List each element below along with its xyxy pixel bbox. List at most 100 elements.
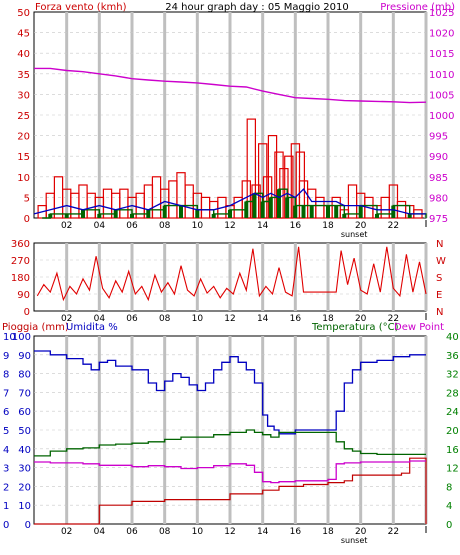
pressure-line <box>34 67 427 104</box>
humidity-tick-label-30: 30 <box>18 464 31 475</box>
avg-wind-bar <box>97 213 102 218</box>
x-tick-label-04: 04 <box>94 527 106 537</box>
avg-wind-bar <box>130 213 134 218</box>
x-tick-label-20: 20 <box>355 221 367 231</box>
dew-point-line <box>34 460 426 484</box>
x-tick-label-16: 16 <box>290 314 302 324</box>
rain-tick-label-6: 6 <box>3 407 9 418</box>
pressure-tick-label-985: 985 <box>429 173 448 184</box>
avg-wind-bar <box>285 197 290 218</box>
rain-humidity-temp-panel <box>33 335 428 525</box>
avg-wind-bar <box>179 205 183 218</box>
avg-wind-bar <box>375 213 379 218</box>
avg-wind-bar <box>342 213 347 218</box>
temperature-tick-label-32: 32 <box>446 370 459 381</box>
pressure-tick-label-1015: 1015 <box>429 49 454 60</box>
temperature-tick-label-4: 4 <box>446 501 452 512</box>
compass-label-N: N <box>436 307 443 318</box>
x-tick-label-06: 06 <box>126 527 138 537</box>
gust-bar <box>246 118 256 219</box>
humidity-axis-title: Umidita % <box>66 322 118 333</box>
compass-label-E: E <box>436 290 442 301</box>
wind-tick-label-40: 40 <box>17 49 30 60</box>
rain-tick-label-4: 4 <box>3 445 9 456</box>
x-tick-label-02: 02 <box>61 527 72 537</box>
x-tick-label-10: 10 <box>192 221 204 231</box>
avg-wind-bar <box>211 213 216 218</box>
temperature-tick-label-36: 36 <box>446 351 459 362</box>
rain-tick-label-5: 5 <box>3 426 9 437</box>
wind-tick-label-0: 0 <box>24 214 30 225</box>
humidity-tick-label-20: 20 <box>18 482 31 493</box>
temperature-tick-label-24: 24 <box>446 407 459 418</box>
avg-wind-bar <box>326 205 330 218</box>
avg-wind-bar <box>195 209 200 218</box>
humidity-tick-label-50: 50 <box>18 426 31 437</box>
temperature-tick-label-40: 40 <box>446 332 459 343</box>
compass-label-W: W <box>436 256 446 267</box>
sunset-label-top: sunset <box>341 230 368 239</box>
pressure-tick-label-1025: 1025 <box>429 8 454 19</box>
rain-tick-label-0: 0 <box>3 520 9 531</box>
avg-wind-bar <box>252 193 257 218</box>
humidity-tick-label-80: 80 <box>18 370 31 381</box>
wind-tick-label-35: 35 <box>17 70 30 81</box>
pressure-tick-label-980: 980 <box>429 193 448 204</box>
wind-pressure-panel <box>33 11 428 219</box>
avg-wind-bar <box>407 213 412 218</box>
x-tick-label-22: 22 <box>388 314 399 324</box>
wind-tick-label-20: 20 <box>17 132 30 143</box>
wind-axis-title: Forza vento (kmh) <box>35 2 127 13</box>
pressure-tick-label-1010: 1010 <box>429 70 454 81</box>
x-tick-label-22: 22 <box>388 527 399 537</box>
x-tick-label-22: 22 <box>388 221 399 231</box>
pressure-tick-label-995: 995 <box>429 132 448 143</box>
x-tick-label-10: 10 <box>192 527 204 537</box>
wind-tick-label-25: 25 <box>17 111 30 122</box>
x-tick-label-04: 04 <box>94 314 106 324</box>
temperature-tick-label-0: 0 <box>446 520 452 531</box>
x-tick-label-12: 12 <box>224 527 235 537</box>
avg-wind-bar <box>162 205 167 218</box>
humidity-tick-label-40: 40 <box>18 445 31 456</box>
direction-tick-label-180: 180 <box>11 273 30 284</box>
humidity-tick-label-0: 0 <box>25 520 31 531</box>
humidity-tick-label-90: 90 <box>18 351 31 362</box>
x-tick-label-12: 12 <box>224 221 235 231</box>
avg-wind-bar <box>277 189 281 218</box>
rain-tick-label-7: 7 <box>3 388 9 399</box>
x-tick-label-12: 12 <box>224 314 235 324</box>
pressure-tick-label-1000: 1000 <box>429 111 454 122</box>
rain-tick-label-9: 9 <box>3 351 9 362</box>
pressure-tick-label-1020: 1020 <box>429 29 454 40</box>
x-tick-label-18: 18 <box>322 314 334 324</box>
rain-tick-label-8: 8 <box>3 370 9 381</box>
direction-tick-label-90: 90 <box>17 290 30 301</box>
x-tick-label-18: 18 <box>322 527 334 537</box>
x-tick-label-02: 02 <box>61 314 72 324</box>
temperature-tick-label-8: 8 <box>446 482 452 493</box>
rain-tick-label-1: 1 <box>3 501 9 512</box>
x-tick-label-02: 02 <box>61 221 72 231</box>
wind-tick-label-15: 15 <box>17 152 30 163</box>
rain-axis-title: Pioggia (mm) <box>2 322 69 333</box>
temperature-tick-label-12: 12 <box>446 464 459 475</box>
avg-wind-bar <box>334 205 339 218</box>
x-tick-label-08: 08 <box>159 527 171 537</box>
wind-direction-line <box>36 246 427 302</box>
x-tick-label-16: 16 <box>290 527 302 537</box>
rain-tick-label-10: 10 <box>3 332 16 343</box>
humidity-tick-label-10: 10 <box>18 501 31 512</box>
temperature-axis-title: Temperatura (°C) <box>311 322 399 333</box>
pressure-tick-label-990: 990 <box>429 152 448 163</box>
wind-tick-label-10: 10 <box>17 173 30 184</box>
wind-tick-label-5: 5 <box>24 193 30 204</box>
direction-tick-label-0: 0 <box>24 307 30 318</box>
x-tick-label-10: 10 <box>192 314 204 324</box>
sunset-label-bottom: sunset <box>341 536 368 545</box>
avg-wind-bar <box>64 213 69 218</box>
x-tick-label-18: 18 <box>322 221 334 231</box>
pressure-axis-title: Pressione (mb) <box>380 2 455 13</box>
humidity-tick-label-100: 100 <box>12 332 31 343</box>
